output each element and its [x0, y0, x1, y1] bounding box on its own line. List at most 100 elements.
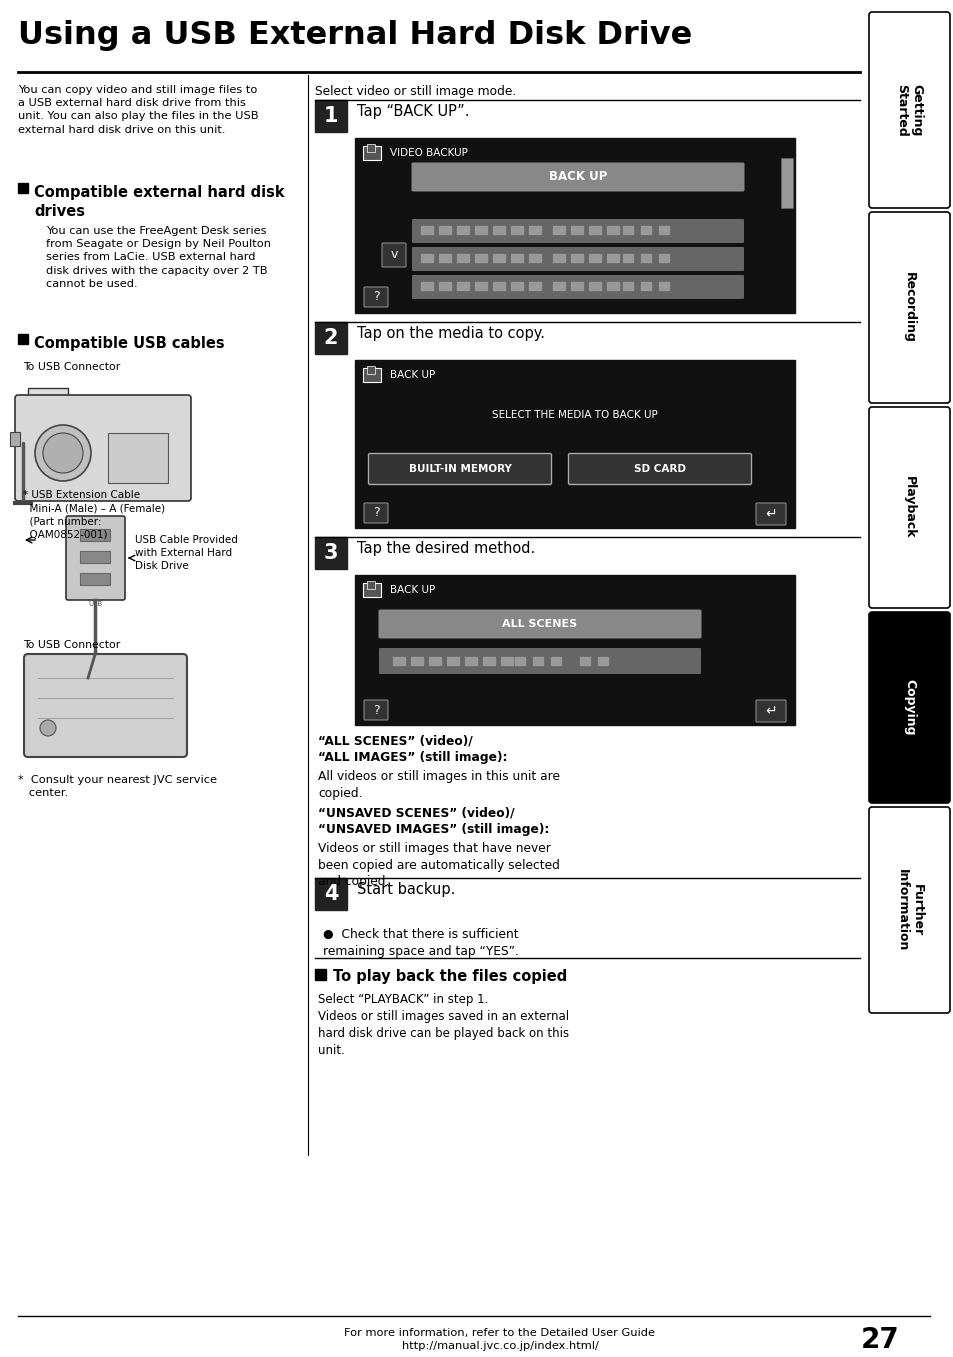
Bar [551, 657, 560, 665]
FancyBboxPatch shape [368, 453, 551, 484]
Text: For more information, refer to the Detailed User Guide
http://manual.jvc.co.jp/i: For more information, refer to the Detai… [344, 1329, 655, 1352]
Text: “ALL SCENES” (video)/
“ALL IMAGES” (still image):: “ALL SCENES” (video)/ “ALL IMAGES” (stil… [317, 735, 507, 764]
Bar [529, 282, 540, 290]
FancyBboxPatch shape [755, 700, 785, 722]
Bar [579, 657, 589, 665]
Bar [429, 657, 440, 665]
Bar [367, 366, 375, 375]
Bar [420, 254, 433, 262]
FancyBboxPatch shape [868, 807, 949, 1012]
Bar [571, 282, 582, 290]
Bar [640, 282, 650, 290]
Bar [598, 657, 607, 665]
FancyBboxPatch shape [755, 503, 785, 525]
Bar [456, 227, 469, 233]
Text: BACK UP: BACK UP [548, 171, 606, 183]
Bar [659, 254, 668, 262]
FancyBboxPatch shape [868, 212, 949, 403]
Bar [588, 254, 600, 262]
FancyBboxPatch shape [411, 163, 743, 191]
Text: SD CARD: SD CARD [634, 464, 685, 474]
Circle shape [40, 721, 56, 735]
Bar [622, 227, 633, 233]
Text: USB Cable Provided
with External Hard
Disk Drive: USB Cable Provided with External Hard Di… [135, 535, 237, 571]
Text: Getting
Started: Getting Started [895, 84, 923, 136]
Bar [515, 657, 524, 665]
Bar [355, 138, 794, 313]
Bar [511, 282, 522, 290]
Text: Recording: Recording [902, 271, 915, 343]
Bar [420, 227, 433, 233]
Text: Copying: Copying [902, 680, 915, 735]
Text: Tap on the media to copy.: Tap on the media to copy. [356, 326, 544, 341]
Bar [553, 227, 564, 233]
Text: ↵: ↵ [764, 508, 776, 521]
Text: ?: ? [373, 506, 379, 520]
FancyBboxPatch shape [412, 275, 743, 299]
Bar [500, 657, 513, 665]
Text: You can use the FreeAgent Desk series
from Seagate or Design by Neil Poulton
ser: You can use the FreeAgent Desk series fr… [46, 227, 271, 289]
FancyBboxPatch shape [24, 654, 187, 757]
Bar [571, 227, 582, 233]
Bar [659, 282, 668, 290]
Bar [355, 360, 794, 528]
FancyBboxPatch shape [378, 609, 700, 639]
Bar [553, 254, 564, 262]
FancyBboxPatch shape [868, 12, 949, 208]
Text: 1: 1 [323, 106, 338, 126]
Bar [606, 227, 618, 233]
Bar [529, 227, 540, 233]
Text: Videos or still images that have never
been copied are automatically selected
an: Videos or still images that have never b… [317, 841, 559, 887]
Text: To USB Connector: To USB Connector [23, 641, 120, 650]
Bar [606, 254, 618, 262]
Bar [314, 537, 347, 569]
Bar [411, 657, 422, 665]
FancyBboxPatch shape [66, 516, 125, 600]
Text: 3: 3 [323, 543, 338, 563]
Bar [314, 969, 326, 980]
Bar [438, 254, 451, 262]
Bar [80, 573, 110, 585]
Bar [108, 433, 168, 483]
Text: “UNSAVED SCENES” (video)/
“UNSAVED IMAGES” (still image):: “UNSAVED SCENES” (video)/ “UNSAVED IMAGE… [317, 807, 549, 836]
Text: 4: 4 [323, 883, 338, 904]
Bar [10, 432, 20, 446]
Text: ↵: ↵ [764, 704, 776, 718]
Bar [464, 657, 476, 665]
Bar [588, 227, 600, 233]
Bar [493, 227, 504, 233]
Text: 27: 27 [860, 1326, 899, 1354]
Bar [438, 282, 451, 290]
FancyBboxPatch shape [364, 503, 388, 522]
Bar [355, 575, 794, 725]
Bar [475, 282, 486, 290]
Text: v: v [390, 248, 397, 262]
Text: Tap the desired method.: Tap the desired method. [356, 541, 535, 556]
FancyBboxPatch shape [364, 286, 388, 307]
Bar [533, 657, 542, 665]
FancyBboxPatch shape [568, 453, 751, 484]
Bar [553, 282, 564, 290]
FancyBboxPatch shape [412, 218, 743, 243]
Bar [438, 227, 451, 233]
Bar [80, 529, 110, 541]
FancyBboxPatch shape [868, 612, 949, 803]
Text: USB: USB [89, 601, 103, 607]
Bar [420, 282, 433, 290]
Bar [367, 581, 375, 589]
Bar [511, 254, 522, 262]
Text: BACK UP: BACK UP [390, 370, 435, 380]
Bar [622, 282, 633, 290]
Bar [781, 157, 792, 208]
Bar [456, 254, 469, 262]
Circle shape [35, 425, 91, 480]
Text: *  Consult your nearest JVC service
   center.: * Consult your nearest JVC service cente… [18, 775, 216, 798]
Text: Using a USB External Hard Disk Drive: Using a USB External Hard Disk Drive [18, 20, 692, 52]
Text: ?: ? [373, 703, 379, 716]
Text: * USB Extension Cable
  Mini-A (Male) – A (Female)
  (Part number:
  QAM0852-001: * USB Extension Cable Mini-A (Male) – A … [23, 490, 165, 540]
FancyBboxPatch shape [378, 649, 700, 674]
Bar [588, 282, 600, 290]
Text: SELECT THE MEDIA TO BACK UP: SELECT THE MEDIA TO BACK UP [492, 410, 658, 421]
Bar [367, 144, 375, 152]
Bar [475, 227, 486, 233]
